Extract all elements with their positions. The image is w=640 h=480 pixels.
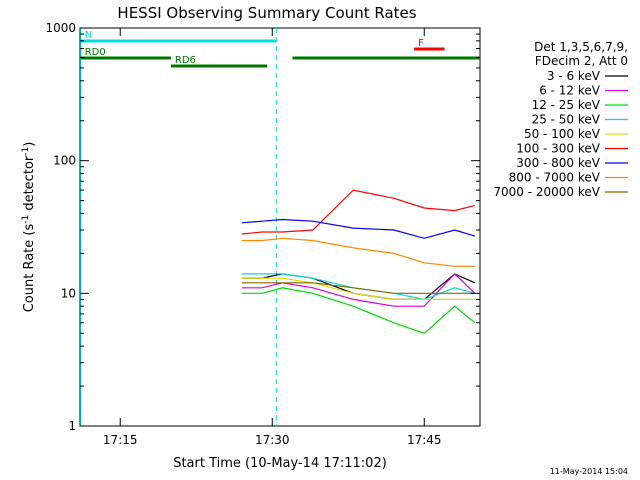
legend-entry-label: 6 - 12 keV — [539, 84, 601, 98]
series-line — [241, 189, 476, 235]
y-label-mid: detector — [22, 155, 37, 215]
legend-entry-label: 7000 - 20000 keV — [493, 185, 600, 199]
axis-ticks: 17:15 17:30 17:45 1 10 100 1000 — [45, 21, 480, 447]
y-label-sup2: -1 — [21, 147, 31, 156]
series-line — [241, 282, 475, 294]
footer-timestamp: 11-May-2014 15:04 — [550, 467, 628, 476]
x-tick-label: 17:45 — [407, 433, 442, 447]
y-label-end: ) — [22, 142, 37, 147]
status-bar-label: RD6 — [175, 55, 196, 66]
x-tick-label: 17:30 — [255, 433, 290, 447]
series-line — [241, 277, 475, 300]
legend-entry-label: 25 - 50 keV — [532, 113, 601, 127]
legend-entry-label: 300 - 800 keV — [516, 156, 600, 170]
y-axis-label: Count Rate (s-1 detector-1) — [21, 142, 37, 313]
series-line — [241, 237, 475, 267]
status-bar-label: N — [85, 30, 92, 41]
legend-entry-label: 100 - 300 keV — [516, 142, 600, 156]
series-line — [241, 273, 476, 307]
y-tick-label: 10 — [61, 286, 76, 300]
legend-entry-label: 50 - 100 keV — [524, 127, 601, 141]
y-tick-label: 1 — [68, 419, 76, 433]
chart-title: HESSI Observing Summary Count Rates — [117, 4, 416, 22]
legend-header-decimation: FDecim 2, Att 0 — [535, 54, 628, 68]
x-tick-label: 17:15 — [103, 433, 138, 447]
series-lines — [241, 189, 476, 334]
y-tick-label: 1000 — [45, 21, 76, 35]
y-label-sup1: -1 — [21, 215, 31, 224]
status-bar-label: RD0 — [85, 47, 106, 58]
legend-entry-label: 3 - 6 keV — [547, 69, 601, 83]
status-bars: N F RD0 RD6 — [80, 30, 480, 68]
y-label-main: Count Rate (s — [22, 224, 37, 313]
plot-frame — [79, 27, 481, 427]
x-axis-label: Start Time (10-May-14 17:11:02) — [173, 456, 387, 471]
legend-header-detectors: Det 1,3,5,6,7,9, — [534, 40, 628, 54]
series-line — [241, 218, 476, 239]
plot-area — [79, 27, 481, 427]
legend: Det 1,3,5,6,7,9, FDecim 2, Att 0 3 - 6 k… — [493, 40, 628, 199]
legend-entry-label: 800 - 7000 keV — [509, 171, 601, 185]
status-bar-label: F — [418, 38, 424, 49]
series-line — [241, 287, 476, 334]
y-tick-label: 100 — [53, 154, 76, 168]
observing-time-markers — [80, 28, 277, 426]
legend-entry-label: 12 - 25 keV — [532, 98, 601, 112]
